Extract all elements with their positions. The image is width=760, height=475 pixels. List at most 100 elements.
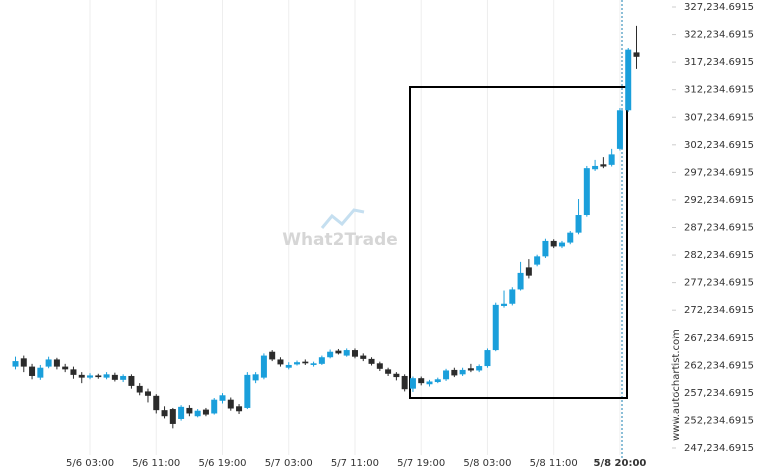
candle-body — [95, 375, 102, 378]
candle-body — [20, 358, 27, 367]
candle-body — [608, 154, 615, 165]
candle-body — [260, 355, 267, 378]
candle-body — [318, 357, 325, 364]
candle-body — [476, 366, 483, 371]
candle-body — [368, 358, 375, 364]
candle-body — [244, 374, 251, 408]
x-tick-label: 5/7 19:00 — [397, 458, 445, 469]
y-tick-label: 247,234.6915 — [684, 443, 754, 454]
candle-body — [53, 359, 60, 367]
candle-body — [401, 375, 408, 390]
x-tick-label: 5/6 11:00 — [132, 458, 180, 469]
candle-body — [550, 240, 557, 247]
watermark-icon — [320, 208, 365, 229]
candle-body — [161, 410, 168, 417]
candle-body — [310, 363, 317, 365]
x-tick-label: 5/7 03:00 — [265, 458, 313, 469]
y-tick-label: 267,234.6915 — [684, 333, 754, 344]
candle-body — [534, 256, 541, 265]
candle-body — [211, 399, 218, 414]
y-tick-label: 262,234.6915 — [684, 360, 754, 371]
candle-body — [351, 350, 358, 357]
candle-body — [360, 355, 367, 359]
candle-body — [194, 410, 201, 417]
candle-body — [418, 378, 425, 384]
x-tick-label: 5/6 19:00 — [198, 458, 246, 469]
candle-body — [558, 242, 565, 247]
x-tick-label: 5/8 03:00 — [463, 458, 511, 469]
candle-body — [459, 369, 466, 375]
y-tick-label: 287,234.6915 — [684, 223, 754, 234]
candle-body — [70, 369, 77, 375]
candle-body — [111, 374, 118, 380]
candle-body — [426, 381, 433, 385]
candle-body — [525, 267, 532, 276]
candle-body — [29, 366, 36, 376]
candle-body — [509, 289, 516, 304]
candle-body — [443, 370, 450, 380]
candle-body — [169, 409, 176, 424]
candle-body — [277, 359, 284, 365]
pattern-box — [409, 86, 628, 399]
candle-body — [37, 367, 44, 378]
candle-body — [376, 363, 383, 369]
candle-body — [252, 374, 259, 381]
candle-body — [567, 232, 574, 243]
candle-body — [484, 350, 491, 367]
source: www.autochartist.com — [671, 329, 682, 441]
candle-body — [592, 165, 599, 170]
candle-body — [87, 375, 94, 378]
candle-body — [128, 375, 135, 386]
y-tick-label: 252,234.6915 — [684, 415, 754, 426]
watermark-zigzag — [320, 208, 365, 229]
candle-body — [451, 369, 458, 376]
candle-body — [600, 164, 607, 167]
y-tick-label: 272,234.6915 — [684, 305, 754, 316]
y-tick-label: 302,234.6915 — [684, 140, 754, 151]
x-tick-label: 5/6 03:00 — [66, 458, 114, 469]
y-tick-label: 257,234.6915 — [684, 388, 754, 399]
candle-body — [186, 407, 193, 414]
candle-body — [517, 272, 524, 290]
candle-body — [409, 378, 416, 389]
candle-body — [327, 351, 334, 358]
watermark: What2Trade — [282, 230, 398, 250]
candle-body — [202, 409, 209, 415]
candle-body — [45, 359, 52, 367]
candle-body — [285, 364, 292, 368]
candle-body — [12, 361, 19, 367]
candle-body — [542, 240, 549, 257]
y-tick-label: 277,234.6915 — [684, 278, 754, 289]
candle-body — [120, 375, 127, 380]
candle-body — [294, 362, 301, 365]
candle-body — [269, 351, 276, 360]
x-tick-label: 5/8 20:00 — [593, 458, 646, 469]
y-tick-label: 282,234.6915 — [684, 250, 754, 261]
candle-body — [633, 52, 640, 57]
candle-body — [62, 366, 69, 370]
candle-body — [501, 303, 508, 306]
candle-body — [393, 373, 400, 378]
y-tick-label: 307,234.6915 — [684, 112, 754, 123]
y-tick-label: 317,234.6915 — [684, 57, 754, 68]
candle-body — [616, 110, 623, 149]
candle-body — [343, 350, 350, 356]
candle-body — [153, 395, 160, 411]
y-tick-label: 327,234.6915 — [684, 2, 754, 13]
candle-body — [434, 379, 441, 383]
candle-body — [575, 215, 582, 233]
candle-body — [467, 368, 474, 371]
y-tick-label: 322,234.6915 — [684, 30, 754, 41]
y-tick-label: 297,234.6915 — [684, 167, 754, 178]
candle-body — [492, 304, 499, 351]
y-tick-label: 312,234.6915 — [684, 85, 754, 96]
candle-body — [136, 385, 143, 393]
candle-body — [302, 361, 309, 364]
candle-body — [219, 395, 226, 401]
candle-body — [103, 374, 110, 378]
candle-body — [625, 49, 632, 111]
candle-body — [144, 391, 151, 396]
candle-body — [227, 399, 234, 409]
x-tick-label: 5/8 11:00 — [530, 458, 578, 469]
